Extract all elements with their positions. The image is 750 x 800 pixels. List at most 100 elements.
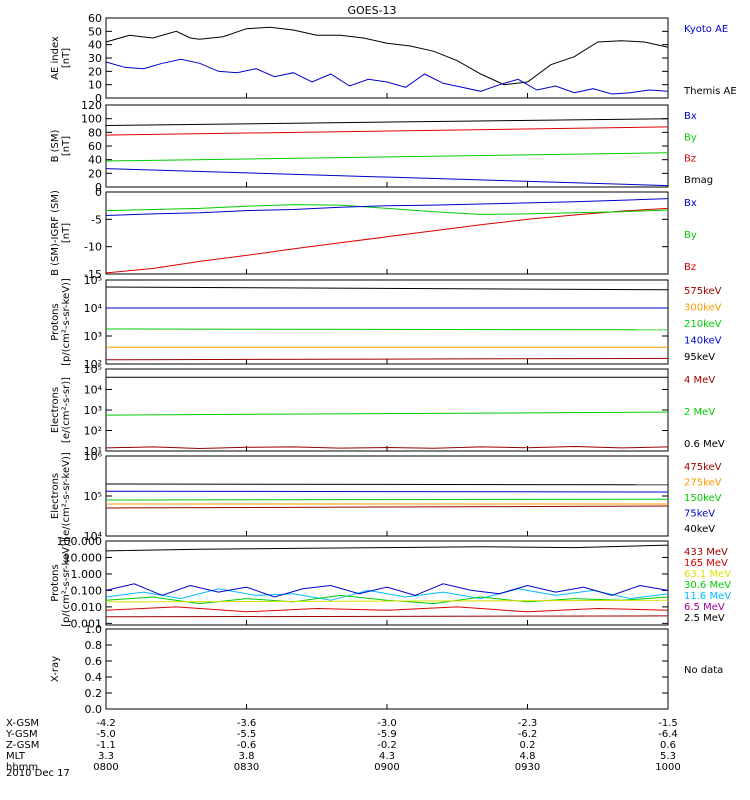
y-tick-label: 0.100 xyxy=(71,584,103,597)
y-axis-label-line: [p/(cm²-s-sr-keV)] xyxy=(61,278,72,366)
panel-frame xyxy=(105,455,669,537)
x-axis-value: 0900 xyxy=(374,762,399,773)
x-axis-value: 1000 xyxy=(655,762,680,773)
legend-entry: Bx xyxy=(684,198,697,209)
series-bx xyxy=(105,198,669,216)
legend-entry: 475keV xyxy=(684,462,722,473)
series-bmag xyxy=(105,118,669,126)
legend-entry: 75keV xyxy=(684,509,715,520)
series-63.1-mev xyxy=(105,599,669,603)
x-axis-value: -0.2 xyxy=(377,740,397,751)
y-axis-label: B (SM)-IGRF (SM)[nT] xyxy=(50,190,72,276)
y-tick-label: 20 xyxy=(88,65,102,78)
x-axis-value: -3.6 xyxy=(237,718,257,729)
series-by xyxy=(105,152,669,162)
legend-entry: 30.6 MeV xyxy=(684,580,731,591)
x-axis-value: -5.5 xyxy=(237,729,257,740)
y-tick-label: 40 xyxy=(88,39,102,52)
y-tick-label: 0 xyxy=(95,92,102,105)
y-axis-label: Electrons[e/(cm²-s-sr-keV)] xyxy=(50,452,72,540)
panel-electrons1: 10¹ 10² 10³ 10⁴ 10⁵ Electrons[e/(cm²-s-sr)] 4 … xyxy=(50,363,725,458)
x-axis-value: -1.5 xyxy=(658,718,678,729)
x-axis-value: -1.1 xyxy=(96,740,116,751)
y-tick-label: 0.6 xyxy=(85,655,103,668)
y-axis-label-line: Protons xyxy=(50,564,61,601)
legend-entry: 95keV xyxy=(684,352,715,363)
legend-entry: 150keV xyxy=(684,493,722,504)
series-bx xyxy=(105,168,669,187)
series-2-mev xyxy=(105,411,669,416)
series-kyoto-ae xyxy=(105,58,669,95)
panel-electrons2: 10⁴ 10⁵ 10⁶ Electrons[e/(cm²-s-sr-keV)] 475k… xyxy=(50,450,722,543)
y-tick-label: 10³ xyxy=(84,404,102,417)
legend-entry: 4 MeV xyxy=(684,375,715,386)
x-axis-value: 0930 xyxy=(515,762,540,773)
legend-entry: 2.5 MeV xyxy=(684,613,725,624)
y-tick-label: 10⁴ xyxy=(84,384,103,397)
legend-entry: 0.6 MeV xyxy=(684,439,725,450)
panel-frame xyxy=(105,540,669,626)
series-by xyxy=(105,204,669,215)
legend-entry: 300keV xyxy=(684,303,722,314)
y-tick-label: 0.4 xyxy=(85,671,103,684)
legend-entry: Bmag xyxy=(684,175,713,186)
x-axis-value: -6.4 xyxy=(658,729,678,740)
chart-title: GOES-13 xyxy=(347,4,396,17)
panel-frame xyxy=(105,368,669,452)
x-axis-value: -0.6 xyxy=(237,740,257,751)
panel-frame xyxy=(105,104,669,188)
legend-entry: Bz xyxy=(684,262,696,273)
x-axis-value: 3.3 xyxy=(98,751,114,762)
y-tick-label: 10.000 xyxy=(64,551,103,564)
series-575kev xyxy=(105,357,669,361)
series-themis-ae xyxy=(105,26,669,86)
y-tick-label: 100 xyxy=(81,113,102,126)
x-axis-value: 0.6 xyxy=(660,740,676,751)
y-axis-label-line: Electrons xyxy=(50,387,61,433)
y-tick-label: 80 xyxy=(88,126,102,139)
series-40kev xyxy=(105,483,669,486)
legend-entry: No data xyxy=(684,665,723,676)
legend-entry: 2 MeV xyxy=(684,407,715,418)
series-4-mev xyxy=(105,445,669,450)
y-tick-label: 10³ xyxy=(84,330,102,343)
y-axis-label-line: B (SM) xyxy=(50,129,61,162)
y-tick-label: 10¹ xyxy=(84,445,102,458)
x-axis-value: -3.0 xyxy=(377,718,397,729)
legend-entry: 40keV xyxy=(684,524,715,535)
x-axis-value: -6.2 xyxy=(518,729,538,740)
x-row-label: Z-GSM xyxy=(6,740,39,751)
y-tick-label: -5 xyxy=(91,213,102,226)
legend-entry: By xyxy=(684,230,697,241)
date-label: 2010 Dec 17 xyxy=(6,768,70,779)
y-axis-label: Protons[p/(cm²-s-sr-keV)] xyxy=(50,539,72,627)
x-axis-value: -5.9 xyxy=(377,729,397,740)
legend-entry: 433 MeV xyxy=(684,547,728,558)
y-tick-label: 10⁶ xyxy=(84,450,103,463)
y-tick-label: 0.2 xyxy=(85,687,103,700)
y-tick-label: 10⁴ xyxy=(84,302,103,315)
y-axis-label-line: [e/(cm²-s-sr)] xyxy=(61,377,72,443)
y-tick-label: 120 xyxy=(81,99,102,112)
y-tick-label: 10⁵ xyxy=(84,490,102,503)
panel-xray: 0.0 0.2 0.4 0.6 0.8 1.0 X-ray No data xyxy=(50,623,723,716)
y-tick-label: 1.0 xyxy=(85,623,103,636)
y-axis-label: AE index[nT] xyxy=(50,36,72,80)
x-axis-value: 5.3 xyxy=(660,751,676,762)
series-2.5-mev xyxy=(105,544,669,552)
x-axis-value: 0800 xyxy=(93,762,118,773)
x-row-label: X-GSM xyxy=(6,718,39,729)
series-6.5-mev xyxy=(105,583,669,598)
y-tick-label: -15 xyxy=(84,268,102,281)
y-tick-label: 40 xyxy=(88,154,102,167)
y-axis-label: X-ray xyxy=(50,656,61,682)
series-30.6-mev xyxy=(105,594,669,605)
y-tick-label: 0 xyxy=(95,181,102,194)
series-75kev xyxy=(105,490,669,493)
series-210kev xyxy=(105,328,669,331)
legend-entry: 165 MeV xyxy=(684,558,728,569)
x-row-label: Y-GSM xyxy=(5,729,38,740)
x-axis-value: -5.0 xyxy=(96,729,116,740)
